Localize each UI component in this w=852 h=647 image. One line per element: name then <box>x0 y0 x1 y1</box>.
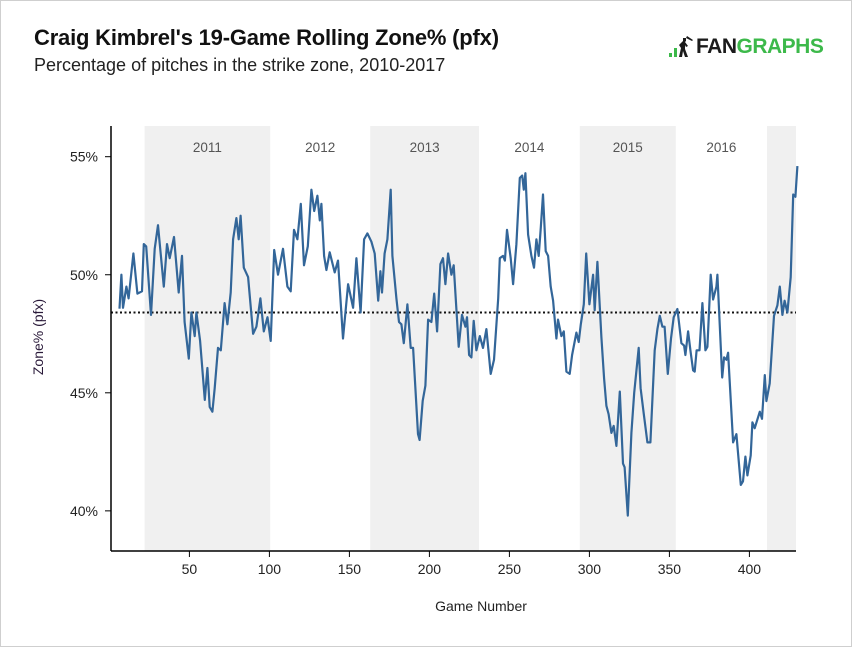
x-ticks: 50 100 150 200 250 300 350 400 <box>182 551 762 577</box>
season-label: 2016 <box>706 140 736 155</box>
season-labels: 2011 2012 2013 2014 2015 2016 <box>193 140 737 155</box>
zone-pct-line <box>118 166 799 517</box>
chart-title: Craig Kimbrel's 19-Game Rolling Zone% (p… <box>34 25 499 50</box>
y-axis-label: Zone% (pfx) <box>30 299 46 375</box>
season-label: 2015 <box>613 140 643 155</box>
fangraphs-logo: FAN GRAPHS <box>669 35 824 59</box>
season-label: 2012 <box>305 140 335 155</box>
season-label: 2013 <box>410 140 440 155</box>
x-tick-label: 250 <box>498 561 522 577</box>
y-tick-label: 45% <box>70 385 98 401</box>
x-tick-label: 300 <box>578 561 602 577</box>
season-label: 2011 <box>193 140 222 155</box>
season-shade <box>370 126 479 551</box>
x-axis-label: Game Number <box>435 598 527 614</box>
x-tick-label: 200 <box>418 561 442 577</box>
x-tick-label: 350 <box>658 561 682 577</box>
season-shade <box>144 126 271 551</box>
x-tick-label: 150 <box>338 561 362 577</box>
season-shade <box>767 126 796 551</box>
season-shades <box>144 126 796 551</box>
logo-fan-text: FAN <box>696 35 737 58</box>
x-tick-label: 100 <box>258 561 282 577</box>
season-label: 2014 <box>514 140 545 155</box>
y-tick-label: 50% <box>70 267 98 283</box>
batter-icon <box>669 36 693 57</box>
x-tick-label: 400 <box>738 561 762 577</box>
chart-subtitle: Percentage of pitches in the strike zone… <box>34 55 446 75</box>
logo-graphs-text: GRAPHS <box>736 35 824 58</box>
y-tick-label: 40% <box>70 503 98 519</box>
x-tick-label: 50 <box>182 561 198 577</box>
y-ticks: 55% 50% 45% 40% <box>70 149 111 519</box>
y-tick-label: 55% <box>70 149 98 165</box>
season-shade <box>579 126 676 551</box>
